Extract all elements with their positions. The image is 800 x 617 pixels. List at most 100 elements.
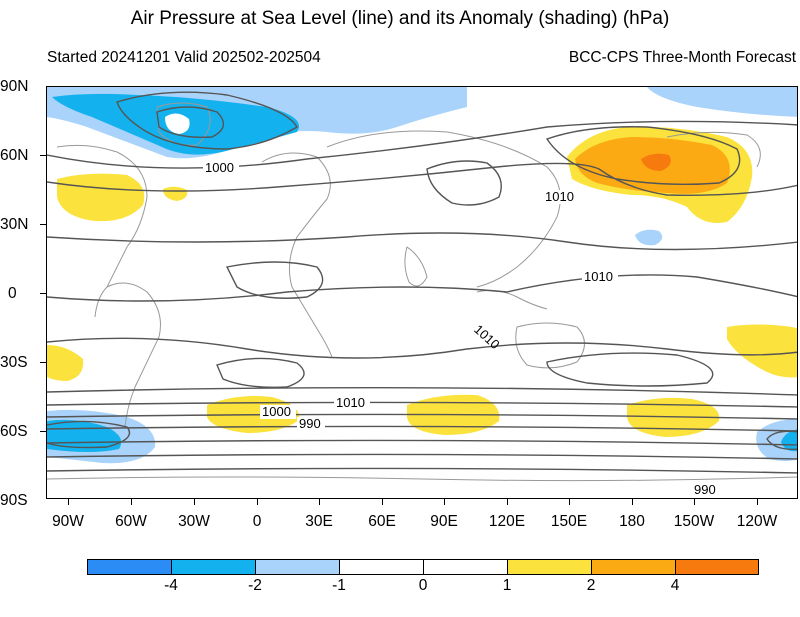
x-tick-label: 60W [115, 513, 147, 530]
x-tick-mark [131, 499, 132, 505]
contour-south-1010 [47, 337, 797, 359]
y-tick-label: 90N [0, 78, 29, 95]
x-tick-mark [694, 499, 695, 505]
map-canvas: 1000 1010 1010 1010 1000 1010 990 990 [47, 87, 797, 497]
x-tick-label: 30E [305, 513, 333, 530]
y-tick-mark [40, 362, 46, 363]
x-tick-mark [757, 499, 758, 505]
contour-arctic-low-inner [156, 106, 225, 138]
contour-south-band-7 [47, 467, 797, 474]
contour-aleutian [545, 126, 741, 186]
europe-africa-coast [261, 152, 333, 358]
contour-antarctic-low-e [766, 430, 797, 450]
anomaly-negative-shading [47, 87, 797, 464]
y-tick-mark [40, 431, 46, 432]
chart-title: Air Pressure at Sea Level (line) and its… [130, 8, 670, 29]
colorbar-label: -1 [332, 577, 346, 594]
y-tick-mark [40, 293, 46, 294]
contour-north-1000 [47, 120, 797, 169]
southern-negative-east-core [781, 429, 797, 452]
contour-equatorial [47, 274, 797, 302]
southern-positive-pacific [627, 397, 720, 437]
x-tick-mark [319, 499, 320, 505]
contour-s-pacific-high [546, 352, 714, 387]
x-tick-label: 120W [736, 513, 778, 530]
y-tick-label: 60N [0, 147, 29, 164]
colorbar-label: 1 [502, 577, 512, 594]
south-america-coast [106, 282, 161, 428]
x-tick-label: 30W [178, 513, 210, 530]
x-tick-mark [444, 499, 445, 505]
greenland-coast [156, 102, 211, 146]
contour-label-1000-south: 1000 [262, 404, 291, 419]
contour-south-band-6 [47, 453, 797, 460]
contour-south-band-3 [47, 413, 797, 420]
y-tick-mark [40, 224, 46, 225]
y-tick-mark [40, 155, 46, 156]
contour-label-1000-north: 1000 [205, 160, 234, 175]
forecast-dates: Started 20241201 Valid 202502-202504 [47, 49, 321, 66]
contour-antarctic-low-w [47, 420, 131, 449]
pressure-contours [47, 91, 797, 474]
anomaly-positive-shading [47, 126, 797, 437]
y-tick-label: 60S [0, 423, 28, 440]
contour-label-990-antarctic: 990 [694, 482, 716, 497]
southern-negative-east [756, 419, 797, 461]
x-tick-label: 90E [430, 513, 458, 530]
contour-label-1010-south: 1010 [336, 395, 365, 410]
x-tick-mark [68, 499, 69, 505]
colorbar-box [255, 559, 340, 575]
x-tick-mark [569, 499, 570, 505]
x-tick-label: 120E [488, 513, 526, 530]
x-tick-label: 0 [252, 513, 262, 530]
colorbar-box [591, 559, 676, 575]
colorbar-label: 4 [670, 577, 680, 594]
contour-s-indian-high [216, 357, 305, 388]
colorbar-label: -4 [164, 577, 178, 594]
contour-north-1010 [47, 162, 797, 196]
y-tick-label: 90S [0, 492, 28, 509]
contour-sahara-low [225, 261, 324, 299]
x-tick-label: 150W [673, 513, 715, 530]
x-tick-mark [257, 499, 258, 505]
contour-label-990-south: 990 [299, 416, 321, 431]
contour-south-band-1 [47, 386, 797, 396]
colorbar-label: 2 [586, 577, 596, 594]
north-pacific-positive-core [641, 153, 671, 171]
contour-arctic-low [116, 91, 298, 150]
contour-subtropical-n [47, 232, 797, 251]
y-tick-label: 30N [0, 216, 29, 233]
y-tick-label: 30S [0, 354, 28, 371]
x-tick-mark [194, 499, 195, 505]
india-coast [404, 246, 428, 287]
forecast-source: BCC-CPS Three-Month Forecast [568, 49, 796, 66]
colorbar-label: 0 [418, 577, 428, 594]
australia-coast [515, 322, 585, 369]
x-tick-label: 90W [52, 513, 84, 530]
colorbar-box [675, 559, 759, 575]
x-tick-mark [382, 499, 383, 505]
colorbar-box [339, 559, 424, 575]
contour-labels: 1000 1010 1010 1010 1000 1010 990 990 [203, 160, 720, 497]
se-pacific-positive [727, 324, 797, 378]
contour-south-band-5 [47, 439, 797, 446]
colorbar-box [171, 559, 256, 575]
colorbar-box [423, 559, 508, 575]
x-tick-label: 150E [550, 513, 588, 530]
x-tick-mark [632, 499, 633, 505]
coastlines [47, 102, 797, 482]
asia-coast [326, 130, 561, 288]
y-tick-label: 0 [8, 285, 17, 302]
x-tick-mark [507, 499, 508, 505]
x-tick-label: 60E [368, 513, 396, 530]
antarctica-coast [47, 476, 797, 482]
atlantic-positive-anomaly [57, 173, 145, 222]
contour-south-band-2 [47, 401, 797, 408]
contour-label-1010-equator: 1010 [584, 269, 613, 284]
colorbar-box [507, 559, 592, 575]
colorbar [87, 559, 759, 575]
contour-label-1010-pacific: 1010 [545, 189, 574, 204]
north-america-coast [56, 144, 148, 318]
map-panel: 1000 1010 1010 1010 1000 1010 990 990 [46, 86, 798, 499]
north-pacific-negative-blob [635, 229, 663, 246]
